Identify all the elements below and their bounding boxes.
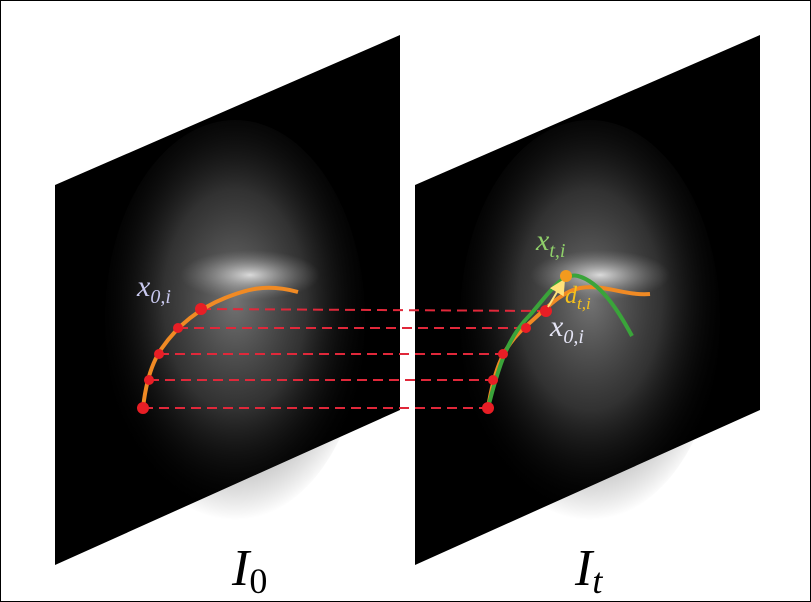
ultrasound-fan (105, 120, 365, 520)
label-base: x (535, 224, 550, 257)
ultrasound-highlight (180, 250, 320, 300)
label-sub: t,i (549, 240, 565, 262)
label-base: x (549, 310, 564, 343)
diagram: x0,i xt,i dt,i x0,i I0 It (0, 0, 811, 602)
label-sub: 0,i (563, 326, 584, 348)
label-sub: t,i (577, 294, 591, 313)
label-base: x (136, 270, 151, 303)
label-sub: 0,i (150, 286, 171, 308)
label-sub: 0 (249, 561, 267, 601)
ultrasound-fan (460, 120, 720, 520)
target-point (560, 270, 572, 282)
label-sub: t (592, 561, 603, 601)
